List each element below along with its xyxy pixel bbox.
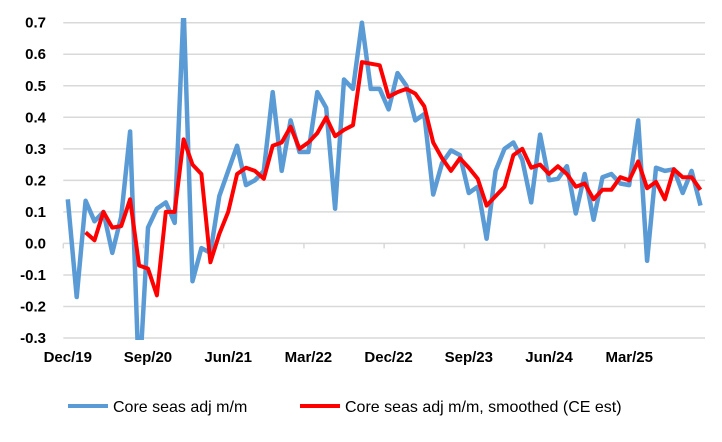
- x-tick-label: Jun/24: [525, 349, 573, 366]
- y-axis: 0.7 0.6 0.5 0.4 0.3 0.2 0.1 0.0 -0.1 -0.2 -0.3: [20, 15, 47, 347]
- y-tick-label: 0.5: [25, 78, 46, 95]
- x-tick-label: Sep/20: [124, 349, 172, 366]
- series-lines: [65, 18, 703, 340]
- y-tick-label: 0.1: [25, 204, 46, 221]
- x-tick-label: Mar/25: [605, 349, 653, 366]
- legend: Core seas adj m/m Core seas adj m/m, smo…: [68, 399, 622, 416]
- y-tick-label: 0.4: [25, 109, 47, 126]
- x-tick-label: Dec/22: [364, 349, 412, 366]
- y-tick-label: 0.0: [25, 235, 46, 252]
- x-tick-label: Jun/21: [204, 349, 252, 366]
- y-tick-label: -0.2: [20, 298, 46, 315]
- x-tick-label: Sep/23: [445, 349, 493, 366]
- legend-label-core: Core seas adj m/m: [113, 399, 247, 416]
- x-tick-label: Mar/22: [285, 349, 333, 366]
- series-line-smoothed: [84, 60, 703, 298]
- y-tick-label: 0.3: [25, 141, 46, 158]
- legend-label-smoothed: Core seas adj m/m, smoothed (CE est): [345, 399, 622, 416]
- x-axis: Dec/19 Sep/20 Jun/21 Mar/22 Dec/22 Sep/23 Jun/…: [44, 242, 706, 366]
- y-tick-label: 0.7: [25, 15, 46, 32]
- y-tick-label: -0.1: [20, 267, 46, 284]
- y-tick-label: -0.3: [20, 330, 46, 347]
- y-tick-label: 0.6: [25, 46, 46, 63]
- y-tick-label: 0.2: [25, 172, 46, 189]
- gridlines: [63, 21, 705, 339]
- series-line-core: [65, 18, 703, 340]
- x-tick-label: Dec/19: [44, 349, 92, 366]
